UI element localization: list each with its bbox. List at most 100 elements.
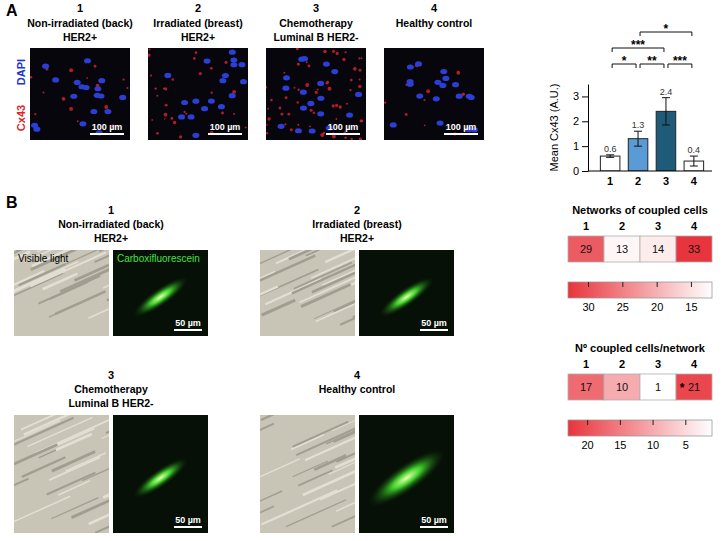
cx43-speckle — [360, 119, 363, 122]
cell-streak — [54, 428, 95, 446]
channel-label: DAPI — [15, 59, 27, 85]
cx43-speckle — [359, 69, 362, 72]
cx43-speckle — [266, 86, 267, 88]
cx43-speckle — [164, 113, 168, 117]
cell-streak — [340, 293, 355, 324]
nucleus — [317, 81, 324, 86]
colorbar-tick — [588, 282, 589, 287]
heatmap-cell — [568, 374, 604, 400]
cx43-speckle — [335, 104, 338, 107]
cx43-speckle — [326, 81, 329, 84]
cell-streak — [24, 415, 75, 435]
cx43-speckle — [297, 89, 299, 91]
nucleus — [433, 96, 440, 101]
data-label: 2.4 — [660, 87, 673, 97]
cx43-speckle — [165, 104, 168, 107]
annotation: * — [680, 381, 685, 395]
significance-label: *** — [631, 38, 645, 52]
cx43-speckle — [270, 99, 273, 102]
cell-streak — [101, 415, 109, 438]
nucleus — [201, 106, 208, 111]
cx43-speckle — [313, 112, 315, 114]
cx43-speckle — [320, 133, 324, 137]
fluorescent-cell — [127, 451, 193, 505]
cell-streak — [14, 421, 60, 445]
cell-streak — [299, 270, 355, 302]
tick: 3 — [573, 90, 588, 102]
cx43-speckle — [225, 61, 228, 64]
nucleus — [346, 112, 353, 117]
image-number: 2 — [195, 2, 201, 14]
cx43-speckle — [104, 105, 108, 109]
micrograph-fluorescence — [359, 415, 454, 533]
colorbar-tick — [691, 282, 692, 287]
cx43-speckle — [30, 76, 32, 79]
axis-title: Mean Cx43 (A.U.) — [548, 83, 560, 171]
cx43-speckle — [122, 78, 124, 80]
scale-bar — [174, 329, 202, 331]
column-label: 2 — [619, 220, 625, 232]
nucleus — [355, 92, 362, 97]
image-title: Healthy control — [319, 383, 396, 395]
nucleus — [323, 61, 330, 66]
micrograph-fluorescence — [359, 250, 454, 336]
column-label: 4 — [691, 358, 698, 370]
cell-streak — [261, 415, 305, 420]
colorbar-tick — [657, 282, 658, 287]
nucleus — [390, 122, 397, 127]
cell-streak — [56, 434, 92, 450]
tick-label: 1 — [607, 175, 613, 187]
cx43-speckle — [193, 57, 196, 60]
nucleus — [229, 93, 236, 98]
cx43-speckle — [164, 87, 167, 90]
tick-label: 2 — [573, 115, 579, 127]
nucleus — [301, 56, 308, 61]
cx43-speckle — [156, 132, 159, 135]
cell-streak — [332, 509, 355, 527]
nucleus — [208, 99, 215, 104]
nucleus — [164, 73, 171, 78]
micrograph-visible — [14, 415, 109, 533]
micrograph-background — [359, 250, 454, 336]
significance-label: * — [622, 54, 627, 68]
cx43-speckle — [172, 78, 175, 81]
nucleus — [74, 80, 81, 85]
error-cap — [634, 131, 642, 132]
cx43-speckle — [62, 97, 66, 101]
nucleus — [331, 69, 338, 74]
fluorescent-cell — [373, 270, 439, 324]
nucleus — [192, 99, 199, 104]
nucleus — [238, 62, 245, 67]
tick-label: 1 — [573, 140, 579, 152]
cell-streak — [99, 250, 109, 251]
image-subtitle: HER2+ — [63, 31, 97, 43]
colorbar-tick-label: 25 — [617, 301, 629, 313]
scale-bar — [208, 133, 242, 135]
nucleus — [94, 86, 101, 91]
cell-streak — [38, 276, 100, 304]
cx43-speckle — [344, 136, 346, 138]
channel-label: Cx43 — [15, 105, 27, 131]
cell-streak — [311, 250, 355, 278]
scale-bar-label: 50 µm — [175, 515, 201, 525]
nucleus — [84, 58, 91, 63]
image-title: Healthy control — [396, 17, 473, 29]
cx43-speckle — [456, 71, 460, 75]
colorbar-tick-label: 20 — [651, 301, 663, 313]
scale-bar-label: 50 µm — [421, 515, 447, 525]
colorbar-tick-label: 15 — [685, 301, 697, 313]
colorbar-tick-label: 30 — [582, 301, 594, 313]
cx43-speckle — [359, 137, 362, 140]
channel-label: Visible light — [18, 253, 69, 264]
cx43-speckle — [350, 79, 353, 82]
data-label: 17 — [580, 381, 592, 393]
error-cap — [690, 166, 698, 167]
error-cap — [662, 125, 670, 126]
cx43-speckle — [281, 113, 284, 116]
scale-bar — [90, 133, 124, 135]
cx43-speckle — [294, 87, 296, 89]
micrograph — [384, 48, 484, 140]
cell-streak — [314, 292, 355, 319]
panel-letter: B — [6, 194, 18, 211]
data-label: 0.6 — [604, 144, 617, 154]
